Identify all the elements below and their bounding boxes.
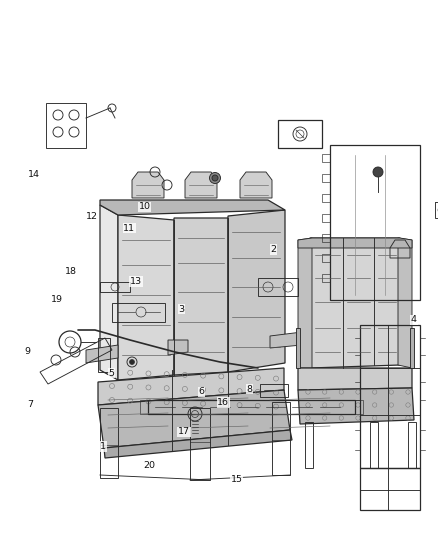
Polygon shape xyxy=(118,215,174,380)
Text: 16: 16 xyxy=(217,398,230,407)
Polygon shape xyxy=(100,200,285,215)
Text: 18: 18 xyxy=(65,268,77,276)
Text: 17: 17 xyxy=(178,427,190,436)
Text: 15: 15 xyxy=(230,475,243,484)
Polygon shape xyxy=(174,218,228,375)
Text: 19: 19 xyxy=(51,295,63,304)
Polygon shape xyxy=(398,238,412,368)
Polygon shape xyxy=(270,332,302,348)
Circle shape xyxy=(130,359,134,365)
Text: 1: 1 xyxy=(100,442,106,451)
Polygon shape xyxy=(100,205,118,380)
Polygon shape xyxy=(310,238,400,368)
Polygon shape xyxy=(98,390,290,448)
Text: 6: 6 xyxy=(198,387,205,396)
Text: 11: 11 xyxy=(123,224,135,232)
Polygon shape xyxy=(298,388,414,424)
Polygon shape xyxy=(410,328,414,368)
Polygon shape xyxy=(298,368,412,390)
Text: 8: 8 xyxy=(247,385,253,393)
Polygon shape xyxy=(86,345,118,363)
Polygon shape xyxy=(185,172,217,198)
Text: 14: 14 xyxy=(28,171,40,179)
Text: 5: 5 xyxy=(109,369,115,377)
Text: 12: 12 xyxy=(86,213,98,221)
Text: 13: 13 xyxy=(130,277,142,286)
Polygon shape xyxy=(104,430,292,458)
Polygon shape xyxy=(298,238,312,368)
Text: 4: 4 xyxy=(411,316,417,324)
Text: 9: 9 xyxy=(24,348,30,356)
Polygon shape xyxy=(168,340,188,355)
Polygon shape xyxy=(296,328,300,368)
Polygon shape xyxy=(298,238,412,248)
Polygon shape xyxy=(240,172,272,198)
Circle shape xyxy=(209,173,220,183)
Text: 20: 20 xyxy=(144,461,156,470)
Circle shape xyxy=(212,175,218,181)
Text: 10: 10 xyxy=(138,203,151,211)
Circle shape xyxy=(373,167,383,177)
Text: 7: 7 xyxy=(27,400,33,408)
Text: 3: 3 xyxy=(179,305,185,313)
Text: 2: 2 xyxy=(271,245,277,254)
Polygon shape xyxy=(98,368,284,405)
Polygon shape xyxy=(228,210,285,372)
Polygon shape xyxy=(132,172,164,198)
